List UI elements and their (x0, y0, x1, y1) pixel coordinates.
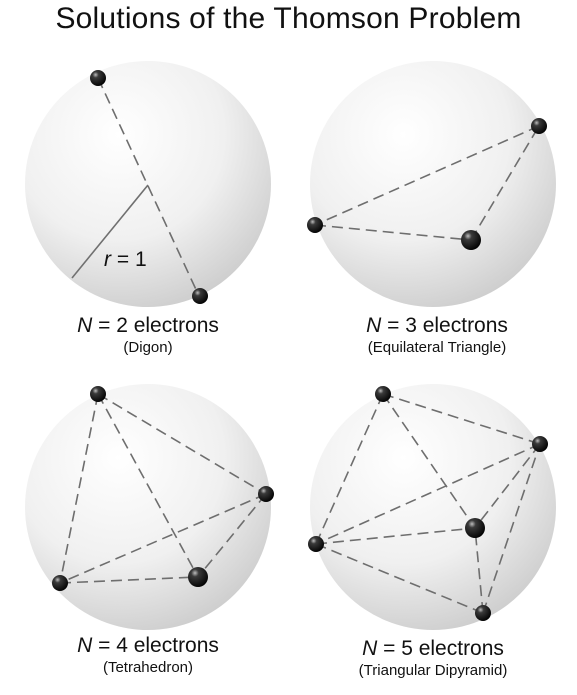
radius-label: r = 1 (104, 248, 147, 271)
panel-equilateral-triangle (307, 61, 556, 307)
edge (197, 493, 267, 578)
edge (382, 393, 541, 445)
n-symbol: N (77, 634, 93, 657)
edge (314, 224, 472, 241)
edge (474, 443, 541, 529)
caption-triangular-dipyramid: N = 5 electrons (Triangular Dipyramid) (303, 637, 563, 681)
radius-line (71, 184, 149, 279)
electron (531, 118, 547, 134)
edge (470, 125, 540, 241)
edge (315, 543, 484, 614)
caption-digon: N = 2 electrons (Digon) (18, 314, 278, 358)
caption-main: = 4 electrons (98, 634, 219, 657)
electron (307, 217, 323, 233)
caption-main: = 5 electrons (383, 637, 504, 660)
caption-sub: (Triangular Dipyramid) (358, 662, 508, 679)
edge (59, 576, 199, 584)
caption-sub: (Equilateral Triangle) (367, 339, 507, 356)
edge (382, 393, 476, 529)
sphere (310, 384, 556, 630)
edge (59, 493, 267, 584)
sphere (25, 384, 271, 630)
caption-main: = 2 electrons (98, 314, 219, 337)
edge (97, 393, 267, 495)
caption-equilateral-triangle: N = 3 electrons (Equilateral Triangle) (307, 314, 567, 358)
electron (188, 567, 208, 587)
edge (315, 443, 541, 545)
electron (532, 436, 548, 452)
edge (482, 443, 541, 614)
edge (314, 125, 540, 226)
electron (258, 486, 274, 502)
electron (90, 70, 106, 86)
caption-main: = 3 electrons (387, 314, 508, 337)
electron (375, 386, 391, 402)
electron (465, 518, 485, 538)
n-symbol: N (362, 637, 378, 660)
electron (475, 605, 491, 621)
edge (315, 393, 384, 545)
electron (52, 575, 68, 591)
diagram-title: Solutions of the Thomson Problem (55, 2, 522, 35)
panel-tetrahedron (25, 384, 274, 630)
electron (308, 536, 324, 552)
caption-sub: (Tetrahedron) (102, 659, 194, 676)
n-symbol: N (366, 314, 382, 337)
edge (315, 527, 476, 545)
electron (461, 230, 481, 250)
caption-sub: (Digon) (123, 339, 173, 356)
sphere (25, 61, 271, 307)
electron (192, 288, 208, 304)
edge (59, 393, 99, 584)
edge (474, 527, 484, 614)
n-symbol: N (77, 314, 93, 337)
panel-digon: r = 1 (25, 61, 271, 307)
edge (97, 393, 199, 578)
caption-tetrahedron: N = 4 electrons (Tetrahedron) (18, 634, 278, 678)
sphere (310, 61, 556, 307)
edge (97, 77, 200, 297)
electron (90, 386, 106, 402)
panel-triangular-dipyramid (308, 384, 556, 630)
